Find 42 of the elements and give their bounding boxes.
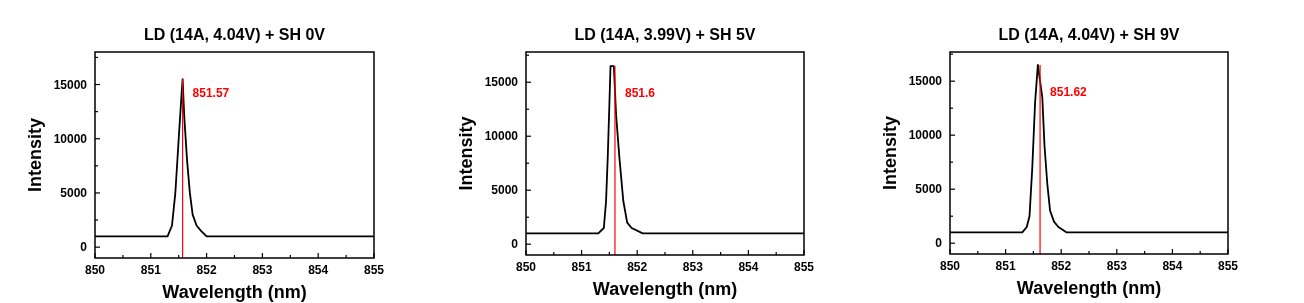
ref-line-label: 851.62 — [1050, 85, 1088, 100]
x-tick-label: 853 — [252, 263, 273, 277]
x-tick-label: 854 — [308, 263, 329, 277]
y-tick-label: 10000 — [53, 131, 88, 146]
y-tick-label: 10000 — [484, 129, 519, 144]
y-axis-title: Intensity — [880, 115, 900, 191]
y-tick-label: 0 — [935, 236, 943, 251]
x-tick-label: 851 — [995, 259, 1016, 273]
x-tick-label: 850 — [84, 263, 106, 277]
ref-line-label: 851.6 — [624, 85, 656, 100]
x-tick-label: 850 — [515, 260, 537, 274]
y-tick-label: 10000 — [908, 128, 943, 143]
y-axis-title: Intensity — [456, 116, 476, 191]
y-tick-label: 0 — [80, 240, 88, 255]
x-axis-title: Wavelength (nm) — [1016, 278, 1162, 298]
x-tick-label: 855 — [1217, 259, 1239, 273]
y-tick-label: 15000 — [53, 77, 88, 92]
chart-title: LD (14A, 3.99V) + SH 5V — [574, 26, 756, 43]
x-tick-label: 851 — [140, 263, 162, 277]
y-tick-label: 5000 — [60, 185, 88, 200]
x-tick-label: 851 — [571, 260, 592, 274]
ref-line-label: 851.57 — [192, 86, 230, 101]
y-tick-label: 5000 — [491, 183, 519, 198]
x-tick-label: 855 — [793, 260, 815, 274]
y-tick-label: 15000 — [484, 75, 519, 90]
x-tick-label: 855 — [363, 263, 385, 277]
chart-title: LD (14A, 4.04V) + SH 9V — [998, 26, 1180, 43]
x-tick-label: 852 — [1051, 259, 1072, 273]
y-tick-label: 15000 — [908, 74, 943, 89]
x-axis-title: Wavelength (nm) — [162, 282, 307, 302]
x-axis-title: Wavelength (nm) — [592, 279, 738, 299]
x-tick-label: 854 — [1162, 259, 1183, 273]
y-axis-title: Intensity — [25, 117, 45, 193]
y-tick-label: 5000 — [915, 182, 943, 197]
chart-title: LD (14A, 4.04V) + SH 0V — [144, 26, 326, 43]
x-tick-label: 850 — [939, 259, 961, 273]
x-tick-label: 852 — [627, 260, 648, 274]
x-tick-label: 854 — [738, 260, 759, 274]
x-tick-label: 852 — [196, 263, 217, 277]
x-tick-label: 853 — [682, 260, 704, 274]
y-tick-label: 0 — [511, 237, 519, 252]
x-tick-label: 853 — [1106, 259, 1128, 273]
